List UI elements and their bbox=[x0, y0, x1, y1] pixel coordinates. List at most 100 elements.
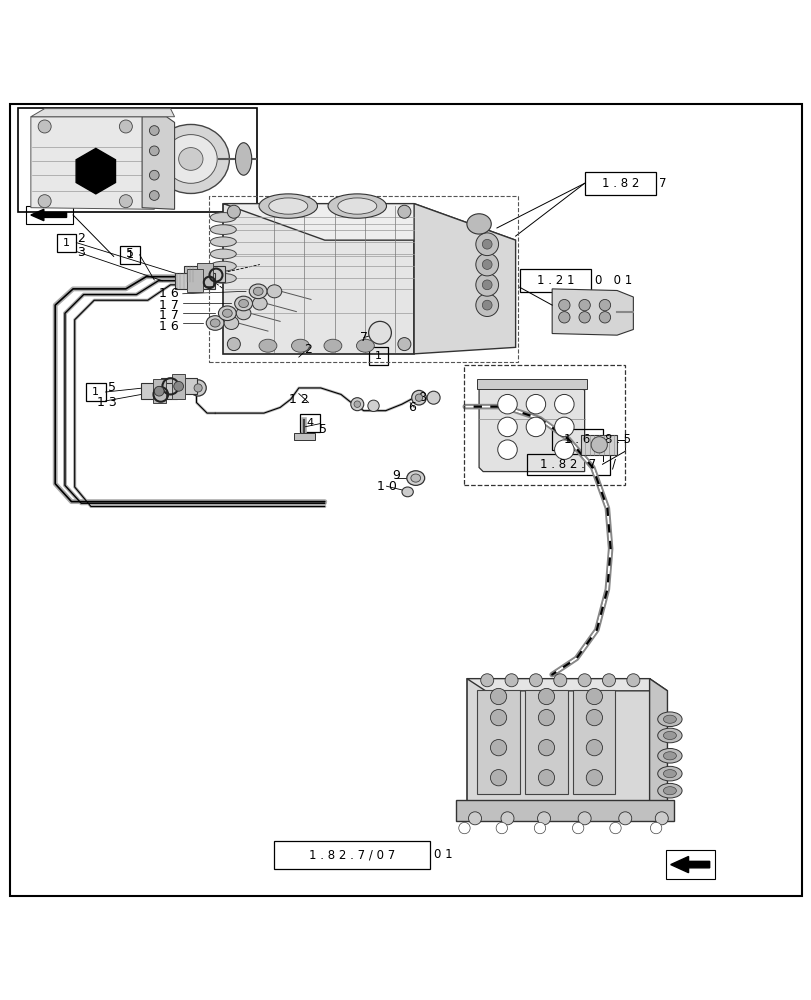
Circle shape bbox=[119, 195, 132, 208]
Circle shape bbox=[397, 338, 410, 351]
Circle shape bbox=[558, 299, 569, 311]
Circle shape bbox=[480, 674, 493, 687]
Bar bbox=[26, 206, 73, 224]
Circle shape bbox=[496, 822, 507, 834]
Circle shape bbox=[227, 338, 240, 351]
Bar bbox=[525, 690, 567, 794]
Circle shape bbox=[500, 812, 513, 825]
Circle shape bbox=[602, 674, 615, 687]
Circle shape bbox=[609, 822, 620, 834]
Circle shape bbox=[38, 120, 51, 133]
Ellipse shape bbox=[414, 394, 422, 401]
Ellipse shape bbox=[210, 225, 236, 234]
Ellipse shape bbox=[663, 770, 676, 778]
Text: 1 . 6: 1 . 6 bbox=[564, 433, 590, 446]
Text: 1 0: 1 0 bbox=[376, 480, 396, 493]
Text: 1 . 8 2: 1 . 8 2 bbox=[601, 177, 638, 190]
Text: 1: 1 bbox=[375, 351, 381, 361]
Circle shape bbox=[554, 394, 573, 414]
Polygon shape bbox=[31, 117, 162, 209]
Ellipse shape bbox=[291, 339, 309, 352]
Circle shape bbox=[538, 740, 554, 756]
Ellipse shape bbox=[401, 487, 413, 497]
Text: 8: 8 bbox=[418, 391, 426, 404]
Circle shape bbox=[577, 812, 590, 825]
Circle shape bbox=[38, 195, 51, 208]
Text: 3: 3 bbox=[77, 246, 85, 259]
Circle shape bbox=[538, 770, 554, 786]
Bar bbox=[584, 172, 655, 195]
Ellipse shape bbox=[210, 213, 236, 222]
Circle shape bbox=[475, 253, 498, 276]
Text: 5: 5 bbox=[319, 423, 327, 436]
Text: 8 . 5: 8 . 5 bbox=[604, 433, 630, 446]
Bar bbox=[141, 383, 177, 399]
Bar bbox=[464, 365, 624, 485]
Bar bbox=[294, 433, 315, 440]
Ellipse shape bbox=[178, 148, 203, 170]
Text: 1: 1 bbox=[63, 238, 70, 248]
Ellipse shape bbox=[663, 731, 676, 740]
Text: 5: 5 bbox=[108, 381, 116, 394]
Circle shape bbox=[149, 191, 159, 200]
Bar bbox=[172, 374, 185, 398]
Polygon shape bbox=[478, 382, 584, 472]
Circle shape bbox=[538, 709, 554, 726]
Ellipse shape bbox=[354, 401, 360, 407]
Text: 0 1: 0 1 bbox=[434, 848, 453, 861]
Circle shape bbox=[578, 299, 590, 311]
Bar bbox=[551, 429, 602, 450]
Circle shape bbox=[654, 812, 667, 825]
Bar bbox=[665, 850, 714, 879]
Text: 7: 7 bbox=[359, 331, 367, 344]
Ellipse shape bbox=[210, 319, 220, 327]
Circle shape bbox=[526, 394, 545, 414]
Polygon shape bbox=[670, 856, 709, 873]
Bar bbox=[152, 379, 165, 403]
Bar bbox=[519, 269, 590, 292]
Circle shape bbox=[397, 205, 410, 218]
Polygon shape bbox=[31, 209, 67, 221]
Ellipse shape bbox=[350, 398, 363, 411]
Circle shape bbox=[504, 674, 517, 687]
Circle shape bbox=[586, 688, 602, 705]
Circle shape bbox=[572, 822, 583, 834]
Bar bbox=[120, 246, 139, 264]
Circle shape bbox=[537, 812, 550, 825]
Ellipse shape bbox=[337, 198, 376, 214]
Ellipse shape bbox=[152, 124, 229, 193]
Ellipse shape bbox=[657, 712, 681, 727]
Bar bbox=[187, 269, 203, 292]
Ellipse shape bbox=[234, 296, 252, 311]
Circle shape bbox=[586, 740, 602, 756]
Circle shape bbox=[529, 674, 542, 687]
Circle shape bbox=[553, 674, 566, 687]
Ellipse shape bbox=[663, 752, 676, 760]
Ellipse shape bbox=[324, 339, 341, 352]
Circle shape bbox=[490, 770, 506, 786]
Ellipse shape bbox=[657, 748, 681, 763]
Ellipse shape bbox=[224, 316, 238, 329]
Circle shape bbox=[490, 740, 506, 756]
Text: 5: 5 bbox=[126, 247, 134, 260]
Bar bbox=[196, 263, 212, 286]
Circle shape bbox=[475, 233, 498, 256]
Circle shape bbox=[482, 239, 491, 249]
Circle shape bbox=[526, 417, 545, 437]
Ellipse shape bbox=[210, 273, 236, 283]
Bar bbox=[526, 454, 609, 475]
Circle shape bbox=[618, 812, 631, 825]
Circle shape bbox=[497, 417, 517, 437]
Bar bbox=[456, 800, 673, 821]
Circle shape bbox=[482, 300, 491, 310]
Circle shape bbox=[586, 770, 602, 786]
Ellipse shape bbox=[194, 384, 202, 392]
Bar bbox=[581, 435, 616, 455]
Polygon shape bbox=[551, 289, 633, 335]
Bar bbox=[466, 679, 649, 804]
Ellipse shape bbox=[410, 474, 420, 482]
Ellipse shape bbox=[411, 390, 426, 405]
Ellipse shape bbox=[268, 198, 307, 214]
Ellipse shape bbox=[236, 307, 251, 320]
Polygon shape bbox=[466, 679, 667, 691]
